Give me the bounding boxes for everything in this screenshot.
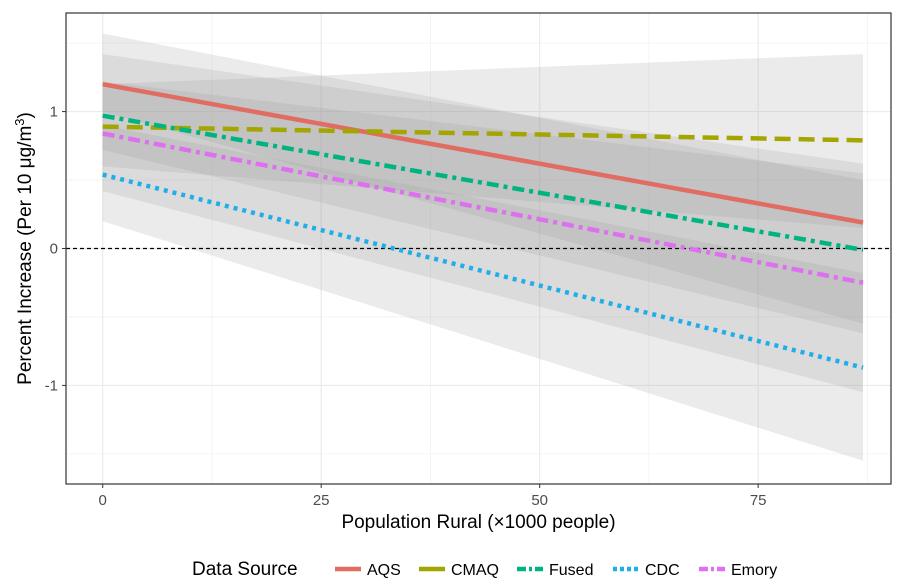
y-tick-label: 0 (50, 241, 58, 258)
x-tick-label: 0 (99, 492, 107, 509)
ribbon-cmaq (102, 54, 864, 228)
series-line-aqs (102, 81, 864, 225)
legend-label-cmaq: CMAQ (451, 562, 499, 579)
x-axis-title: Population Rural (×1000 people) (341, 512, 615, 533)
ribbon-fused (102, 81, 864, 334)
y-axis-title: Percent Increase (Per 10 μg/m3) (12, 112, 36, 385)
x-tick-label: 50 (531, 492, 548, 509)
y-tick-label: -1 (45, 377, 58, 394)
y-tick-label: 1 (50, 104, 58, 121)
series-line-cmaq (102, 124, 864, 143)
x-tick-label: 25 (313, 492, 330, 509)
legend-title: Data Source (192, 559, 298, 580)
legend-label-emory: Emory (731, 562, 777, 579)
ribbon-emory (102, 33, 864, 393)
ribbon-cdc (102, 125, 864, 461)
legend: Data Source AQS CMAQ Fused CDC Emory (192, 559, 777, 580)
y-axis-title-suffix: ) (15, 112, 36, 118)
y-axis-title-superscript: 3 (12, 118, 27, 125)
series-line-fused (102, 113, 864, 253)
confidence-ribbons (102, 33, 864, 461)
x-tick-label: 75 (750, 492, 767, 509)
series-lines (102, 81, 864, 370)
y-axis-title-main: Percent Increase (Per 10 μg/m (15, 126, 36, 385)
legend-label-fused: Fused (549, 562, 593, 579)
legend-label-cdc: CDC (645, 562, 680, 579)
ribbon-aqs (102, 54, 864, 324)
legend-label-aqs: AQS (367, 562, 401, 579)
axis-ticks: 0 25 50 75 -1 0 1 (45, 104, 767, 509)
